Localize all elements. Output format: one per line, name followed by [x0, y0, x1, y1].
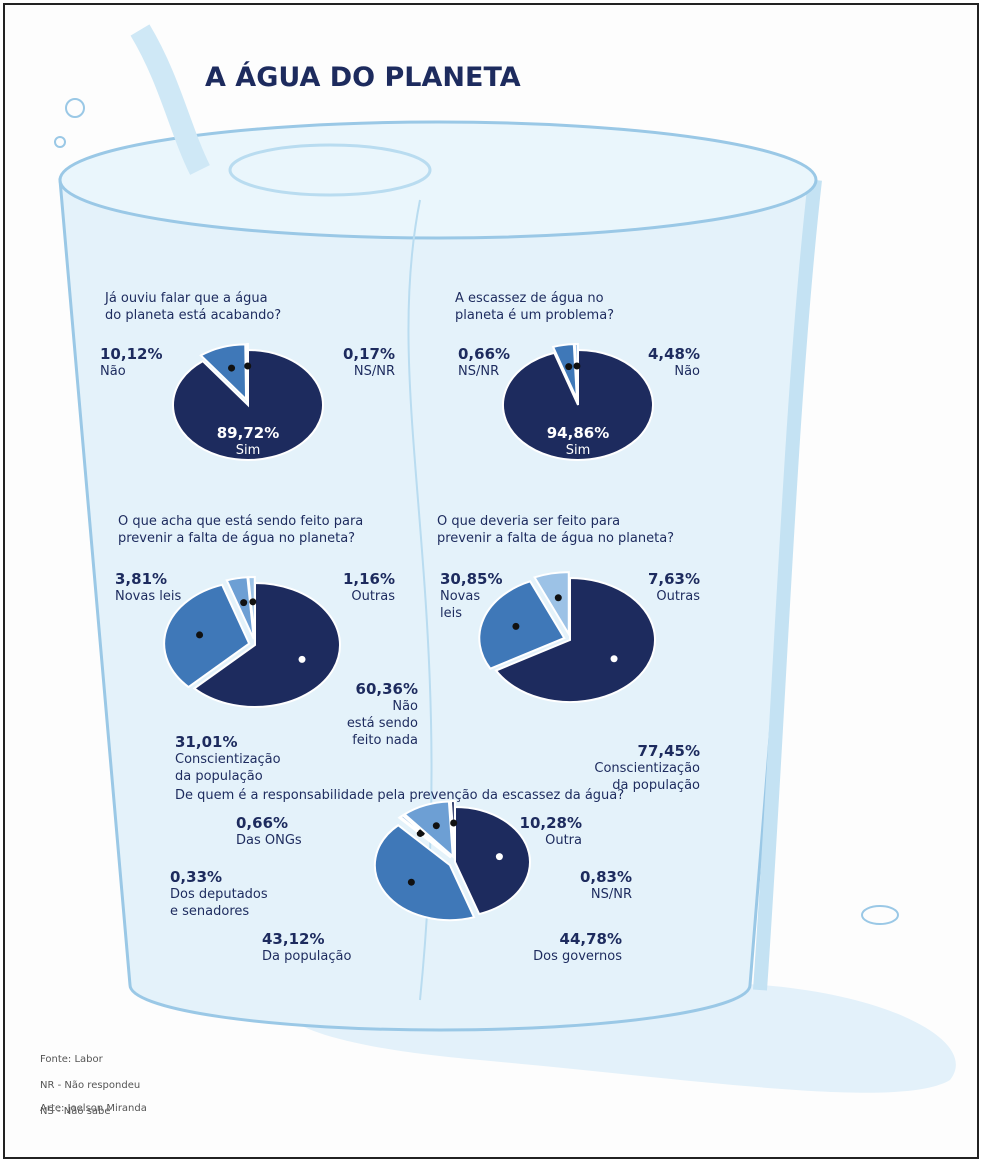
- pie-slice: [373, 824, 476, 922]
- note: NR - Não respondeu: [40, 1080, 141, 1091]
- pie-slice: [573, 343, 579, 400]
- category-label: Novas leis: [115, 589, 182, 604]
- pie-slice: [454, 805, 531, 916]
- pie-question: A escassez de água no planeta é um probl…: [455, 291, 615, 323]
- value-label: 4,48%: [647, 345, 700, 363]
- page-title: A ÁGUA DO PLANETA: [205, 62, 521, 93]
- pie-slice: [502, 348, 654, 461]
- value-label: 10,12%: [100, 345, 163, 363]
- pie-question: O que deveria ser feito para prevenir a …: [437, 514, 675, 546]
- value-label: 44,78%: [559, 930, 622, 948]
- label-dot: [432, 822, 440, 830]
- category-label: Sim: [565, 443, 591, 458]
- value-label: 94,86%: [546, 424, 610, 442]
- value-label: 0,33%: [170, 868, 223, 886]
- pie-slice: [478, 580, 566, 670]
- label-dot: [407, 878, 415, 886]
- label-dot: [565, 363, 573, 371]
- glass-shine: [753, 179, 822, 991]
- pie-slice: [398, 814, 452, 859]
- category-label: Das ONGs: [236, 833, 302, 848]
- pie-slice: [247, 576, 256, 640]
- label-dot: [196, 631, 204, 639]
- pie-slice: [163, 583, 251, 689]
- splash: [130, 24, 210, 175]
- label-dot: [244, 362, 252, 370]
- pie-slice: [494, 576, 656, 703]
- value-label: 0,66%: [236, 814, 289, 832]
- pie-question: O que acha que está sendo feito para pre…: [118, 514, 364, 546]
- value-label: 77,45%: [637, 742, 700, 760]
- value-label: 0,83%: [579, 868, 632, 886]
- category-label: Sim: [235, 443, 261, 458]
- value-label: 89,72%: [216, 424, 280, 442]
- value-label: 3,81%: [115, 570, 168, 588]
- label-dot: [512, 622, 520, 630]
- label-dot: [240, 599, 248, 607]
- label-dot: [554, 594, 562, 602]
- pie-slice: [192, 581, 341, 708]
- glass-top: [58, 120, 818, 240]
- drop: [861, 905, 899, 925]
- value-label: 30,85%: [440, 570, 503, 588]
- value-label: 0,66%: [458, 345, 511, 363]
- label-dot: [450, 819, 458, 827]
- category-label: Não está sendo feito nada: [346, 699, 418, 748]
- credit: Arte: Joelson Miranda: [40, 1103, 147, 1114]
- pie-slice: [199, 343, 248, 402]
- note: Fonte: Labor: [40, 1054, 103, 1065]
- value-label: 10,28%: [519, 814, 582, 832]
- category-label: Conscientização da população: [175, 752, 281, 784]
- category-label: NS/NR: [590, 887, 632, 902]
- category-label: Não: [674, 364, 700, 379]
- value-label: 0,17%: [342, 345, 395, 363]
- value-label: 43,12%: [262, 930, 325, 948]
- label-dot: [573, 362, 581, 370]
- label-dot: [228, 364, 236, 372]
- category-label: Outras: [351, 589, 395, 604]
- pie-slice: [533, 571, 570, 638]
- source-notes: Fonte: Labor NR - Não respondeu NS - Não…: [40, 1040, 140, 1131]
- ripple: [228, 143, 432, 197]
- category-label: NS/NR: [458, 364, 500, 379]
- value-label: 31,01%: [175, 733, 238, 751]
- drop: [54, 136, 66, 148]
- pie-question: De quem é a responsabilidade pela preven…: [175, 788, 625, 803]
- label-dot: [298, 655, 306, 663]
- value-label: 1,16%: [342, 570, 395, 588]
- label-dot: [495, 853, 503, 861]
- category-label: Novas leis: [440, 589, 481, 621]
- category-label: Dos governos: [533, 949, 622, 964]
- category-label: Dos deputados e senadores: [170, 887, 268, 919]
- label-dot: [610, 655, 618, 663]
- value-label: 7,63%: [647, 570, 700, 588]
- category-label: Outra: [545, 833, 582, 848]
- category-label: Da população: [262, 949, 352, 964]
- pie-question: Já ouviu falar que a água do planeta est…: [105, 291, 282, 323]
- category-label: Conscientização da população: [594, 761, 700, 793]
- category-label: NS/NR: [353, 364, 395, 379]
- pie-slice: [402, 800, 454, 859]
- value-label: 60,36%: [355, 680, 418, 698]
- drop: [65, 98, 85, 118]
- pie-slice: [449, 800, 456, 857]
- label-dot: [249, 598, 257, 606]
- category-label: Outras: [656, 589, 700, 604]
- pie-slice: [246, 342, 249, 400]
- note: NS - Não sabe: [40, 1106, 111, 1117]
- pie-slice: [172, 348, 324, 461]
- category-label: Não: [100, 364, 126, 379]
